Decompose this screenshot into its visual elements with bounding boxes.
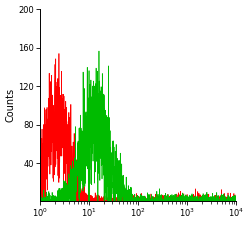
Y-axis label: Counts: Counts: [6, 88, 16, 122]
